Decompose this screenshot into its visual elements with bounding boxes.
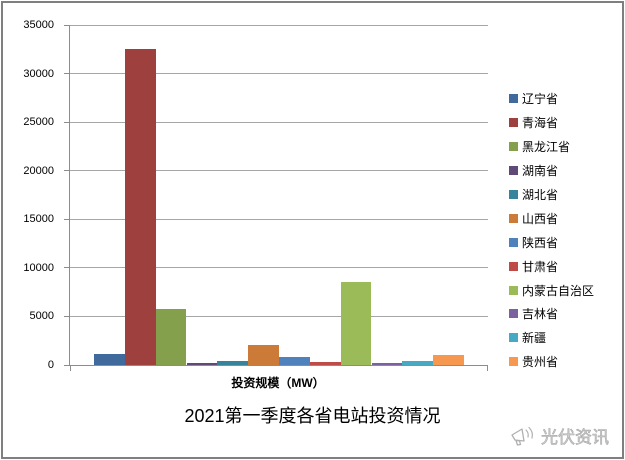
legend-item-山西省: 山西省: [509, 206, 594, 230]
gridline-20000: [70, 170, 488, 172]
bar-山西省: [248, 344, 279, 365]
legend-swatch: [509, 118, 518, 128]
y-axis-tick: [64, 121, 70, 123]
bar-辽宁省: [94, 354, 125, 365]
legend-label: 黑龙江省: [522, 140, 571, 155]
x-axis-title: 投资规模（MW）: [231, 376, 325, 390]
y-axis-tick-label: 35000: [23, 19, 54, 31]
legend-swatch: [509, 190, 518, 199]
bar-湖北省: [217, 361, 249, 365]
bar-甘肃省: [309, 361, 341, 365]
legend-swatch: [509, 166, 518, 176]
legend-label: 新疆: [522, 331, 547, 346]
y-axis-tick-label: 0: [47, 359, 54, 371]
legend-label: 吉林省: [522, 307, 559, 322]
legend-item-陕西省: 陕西省: [509, 230, 594, 254]
y-axis-tick: [64, 315, 70, 317]
legend-label: 贵州省: [522, 355, 559, 370]
x-axis-tick: [70, 365, 71, 371]
legend-label: 湖北省: [522, 188, 559, 202]
legend-label: 青海省: [522, 116, 559, 131]
legend-label: 内蒙古自治区: [522, 283, 595, 298]
y-axis-tick: [64, 267, 70, 269]
plot-area: [64, 24, 488, 371]
legend-item-甘肃省: 甘肃省: [509, 254, 594, 278]
x-axis-tick: [487, 365, 488, 371]
gridline-5000: [70, 315, 488, 317]
y-axis-tick-label: 15000: [23, 213, 54, 226]
legend-item-吉林省: 吉林省: [509, 302, 594, 326]
legend-item-黑龙江省: 黑龙江省: [509, 135, 594, 159]
legend-swatch: [509, 237, 518, 247]
gridline-25000: [70, 121, 488, 123]
y-axis-tick-label: 25000: [23, 116, 54, 129]
legend-swatch: [509, 357, 518, 367]
y-axis-tick-label: 20000: [23, 164, 54, 177]
watermark: 光伏资讯: [508, 423, 609, 448]
watermark-label: 光伏资讯: [541, 428, 610, 448]
bar-吉林省: [371, 363, 403, 365]
bar-黑龙江省: [155, 308, 187, 365]
legend-item-内蒙古自治区: 内蒙古自治区: [509, 278, 594, 302]
legend-label: 甘肃省: [522, 259, 559, 274]
bar-陕西省: [279, 356, 310, 365]
legend-swatch: [509, 142, 518, 152]
legend-label: 陕西省: [522, 235, 559, 250]
legend-swatch: [509, 333, 518, 343]
legend-item-辽宁省: 辽宁省: [509, 87, 594, 111]
y-axis-tick-label: 30000: [23, 67, 54, 80]
legend-label: 山西省: [522, 211, 559, 226]
legend-swatch: [509, 285, 518, 295]
legend-label: 辽宁省: [522, 92, 559, 107]
legend-label: 湖南省: [522, 164, 559, 179]
legend: 辽宁省青海省黑龙江省湖南省湖北省山西省陕西省甘肃省内蒙古自治区 吉林省新疆贵州省: [509, 87, 594, 374]
legend-swatch: [509, 309, 518, 319]
bar-新疆: [402, 360, 434, 365]
legend-item-湖北省: 湖北省: [509, 183, 594, 207]
legend-swatch: [509, 261, 518, 271]
gridline-35000: [70, 24, 488, 26]
legend-swatch: [509, 213, 518, 223]
y-axis-tick-label: 10000: [23, 261, 54, 274]
bar-贵州省: [433, 355, 464, 365]
legend-item-青海省: 青海省: [509, 111, 594, 135]
y-axis-tick: [64, 364, 70, 366]
y-axis-tick: [64, 73, 70, 75]
bar-湖南省: [186, 362, 218, 365]
y-axis-tick-label: 5000: [29, 310, 54, 323]
legend-item-湖南省: 湖南省: [509, 159, 594, 183]
legend-swatch: [509, 94, 518, 104]
chart-title: 2021第一季度各省电站投资情况: [184, 406, 441, 426]
bar-青海省: [124, 49, 156, 365]
y-axis-tick-labels: 0 5000 10000 15000 20000 25000 30000 35000: [14, 19, 60, 371]
megaphone-icon: [508, 424, 536, 448]
y-axis-tick: [64, 218, 70, 220]
gridline-10000: [70, 267, 488, 269]
y-axis-tick: [64, 24, 70, 26]
legend-item-新疆: 新疆: [509, 326, 594, 350]
gridline-30000: [70, 73, 488, 75]
gridline-15000: [70, 218, 488, 220]
legend-item-贵州省: 贵州省: [509, 350, 594, 374]
y-axis-tick: [64, 170, 70, 172]
bar-内蒙古自治区: [340, 282, 372, 365]
